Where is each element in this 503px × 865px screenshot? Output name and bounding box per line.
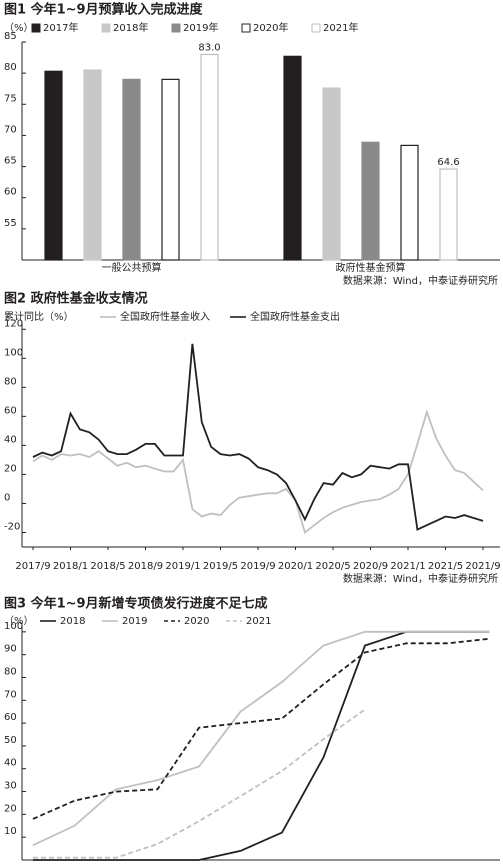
x-tick-label: 2017/9 bbox=[15, 561, 50, 572]
y-tick-label: 65 bbox=[4, 156, 17, 167]
bar bbox=[283, 55, 302, 261]
line-series bbox=[32, 630, 490, 847]
y-tick-label: 80 bbox=[4, 62, 17, 73]
line-series bbox=[33, 708, 366, 859]
legend-label: 2020 bbox=[184, 616, 209, 627]
legend-label: 2018年 bbox=[113, 21, 148, 34]
bar bbox=[44, 70, 63, 261]
y-axis-label: 累计同比（%） bbox=[4, 310, 74, 323]
chart-title: 图2 政府性基金收支情况 bbox=[4, 291, 148, 307]
x-tick-label: 2021/1 bbox=[390, 561, 425, 572]
line-series bbox=[32, 637, 490, 820]
x-tick-label: 2019/1 bbox=[165, 561, 200, 572]
legend-swatch bbox=[241, 23, 251, 33]
x-tick-label: 2020/1 bbox=[278, 561, 313, 572]
y-tick-label: 80 bbox=[4, 666, 17, 677]
legend-swatch bbox=[171, 23, 181, 33]
x-tick-label: 2018/1 bbox=[53, 561, 88, 572]
legend-label: 2021 bbox=[246, 616, 271, 627]
x-tick-label: 2020/5 bbox=[315, 561, 350, 572]
x-tick-label: 2018/9 bbox=[128, 561, 163, 572]
y-tick-label: 40 bbox=[4, 758, 17, 769]
bar bbox=[83, 69, 102, 261]
legend-label: 2019 bbox=[122, 616, 147, 627]
legend-swatch bbox=[311, 23, 321, 33]
bar bbox=[200, 53, 219, 261]
legend-swatch bbox=[31, 23, 41, 33]
x-tick-label: 2019/5 bbox=[203, 561, 238, 572]
y-tick-label: 90 bbox=[4, 644, 17, 655]
bar bbox=[161, 78, 180, 261]
y-tick-label: 85 bbox=[4, 31, 17, 42]
data-label: 64.6 bbox=[437, 157, 459, 168]
y-tick-label: 120 bbox=[4, 318, 23, 329]
x-tick-label: 2020/9 bbox=[353, 561, 388, 572]
legend-label: 2017年 bbox=[43, 21, 78, 34]
line-series bbox=[33, 630, 490, 861]
y-tick-label: -20 bbox=[4, 521, 20, 532]
bar bbox=[439, 168, 458, 261]
x-tick-label: 一般公共预算 bbox=[102, 261, 162, 274]
y-tick-label: 60 bbox=[4, 187, 17, 198]
x-tick-label: 2019/9 bbox=[240, 561, 275, 572]
source-note: 数据来源：Wind，中泰证券研究所 bbox=[343, 274, 498, 287]
chart-title: 图3 今年1~9月新增专项债发行进度不足七成 bbox=[4, 596, 268, 612]
source-note: 数据来源：Wind，中泰证券研究所 bbox=[343, 572, 498, 585]
y-tick-label: 60 bbox=[4, 405, 17, 416]
y-tick-label: 20 bbox=[4, 463, 17, 474]
legend-label: 2021年 bbox=[323, 21, 358, 34]
y-tick-label: 30 bbox=[4, 781, 17, 792]
y-tick-label: 70 bbox=[4, 689, 17, 700]
y-tick-label: 55 bbox=[4, 218, 17, 229]
x-tick-label: 2021/5 bbox=[428, 561, 463, 572]
x-tick-label: 2018/5 bbox=[90, 561, 125, 572]
legend-label: 2018 bbox=[60, 616, 85, 627]
bar bbox=[361, 141, 380, 261]
legend-label: 全国政府性基金收入 bbox=[120, 310, 210, 323]
y-tick-label: 60 bbox=[4, 712, 17, 723]
y-tick-label: 20 bbox=[4, 803, 17, 814]
y-tick-label: 70 bbox=[4, 124, 17, 135]
x-tick-label: 2021/9 bbox=[465, 561, 500, 572]
legend-swatch bbox=[101, 23, 111, 33]
bar bbox=[122, 78, 141, 261]
y-tick-label: 40 bbox=[4, 434, 17, 445]
y-tick-label: 100 bbox=[4, 621, 23, 632]
y-tick-label: 75 bbox=[4, 93, 17, 104]
line-series bbox=[32, 343, 484, 531]
legend-label: 2019年 bbox=[183, 21, 218, 34]
y-tick-label: 80 bbox=[4, 376, 17, 387]
y-tick-label: 10 bbox=[4, 826, 17, 837]
data-label: 83.0 bbox=[198, 42, 220, 53]
y-tick-label: 0 bbox=[4, 492, 10, 503]
bar bbox=[400, 144, 419, 261]
y-tick-label: 100 bbox=[4, 347, 23, 358]
legend-label: 全国政府性基金支出 bbox=[250, 310, 340, 323]
y-axis-label: （%） bbox=[4, 22, 34, 34]
legend-label: 2020年 bbox=[253, 21, 288, 34]
chart-title: 图1 今年1~9月预算收入完成进度 bbox=[4, 2, 204, 18]
y-tick-label: 50 bbox=[4, 735, 17, 746]
bar bbox=[322, 87, 341, 261]
x-tick-label: 政府性基金预算 bbox=[336, 261, 406, 274]
y-axis-label: （%） bbox=[4, 615, 34, 627]
line-series bbox=[32, 409, 484, 535]
